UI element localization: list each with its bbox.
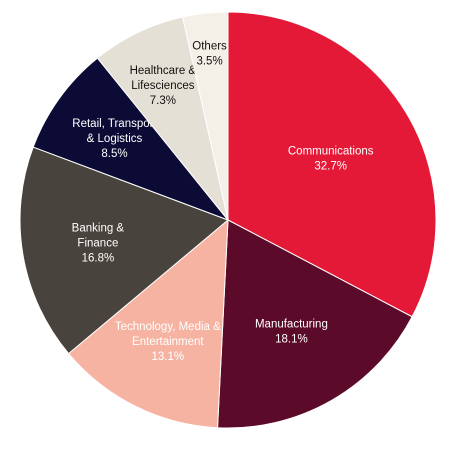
slice-label-healthcare-and-lifesciences: Healthcare & Lifesciences 7.3% xyxy=(130,65,197,107)
pie-slice-retail-transport-and-logistics xyxy=(32,57,230,222)
pie-slice-communications xyxy=(227,11,437,318)
slice-value-label: 8.5% xyxy=(101,148,127,160)
slice-value-label: 13.1% xyxy=(152,351,185,363)
pie-slice-banking-and-finance xyxy=(19,146,229,355)
slice-label-technology-media-and-entertainment: Technology, Media & Entertainment 13.1% xyxy=(115,321,221,363)
slice-name-label: & Logistics xyxy=(87,133,143,145)
slice-name-label: Technology, Media & xyxy=(115,321,221,333)
slice-name-label: Banking & xyxy=(72,222,125,234)
slice-label-communications: Communications 32.7% xyxy=(288,145,374,172)
pie-slice-technology-media-and-entertainment xyxy=(67,218,229,429)
slice-name-label: Finance xyxy=(77,237,118,249)
pie-slice-manufacturing xyxy=(217,219,413,429)
slice-name-label: Manufacturing xyxy=(255,319,328,331)
slice-value-label: 18.1% xyxy=(275,334,308,346)
slice-name-label: Communications xyxy=(288,145,374,157)
slice-label-banking-and-finance: Banking & Finance 16.8% xyxy=(72,222,125,264)
slice-label-manufacturing: Manufacturing 18.1% xyxy=(255,319,328,346)
slice-label-others: Others 3.5% xyxy=(192,41,227,68)
slice-value-label: 16.8% xyxy=(82,252,115,264)
slice-value-label: 7.3% xyxy=(150,95,176,107)
slice-label-retail-transport-and-logistics: Retail, Transport & Logistics 8.5% xyxy=(72,118,157,160)
pie-slice-others xyxy=(182,11,229,221)
slice-value-label: 3.5% xyxy=(196,56,222,68)
slice-value-label: 32.7% xyxy=(314,160,347,172)
slice-name-label: Entertainment xyxy=(132,336,204,348)
slice-name-label: Others xyxy=(192,41,227,53)
slice-name-label: Healthcare & xyxy=(130,65,197,77)
slice-name-label: Retail, Transport xyxy=(72,118,157,130)
slice-name-label: Lifesciences xyxy=(131,80,195,92)
